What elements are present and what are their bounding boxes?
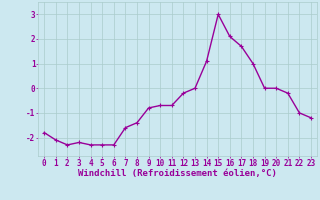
- X-axis label: Windchill (Refroidissement éolien,°C): Windchill (Refroidissement éolien,°C): [78, 169, 277, 178]
